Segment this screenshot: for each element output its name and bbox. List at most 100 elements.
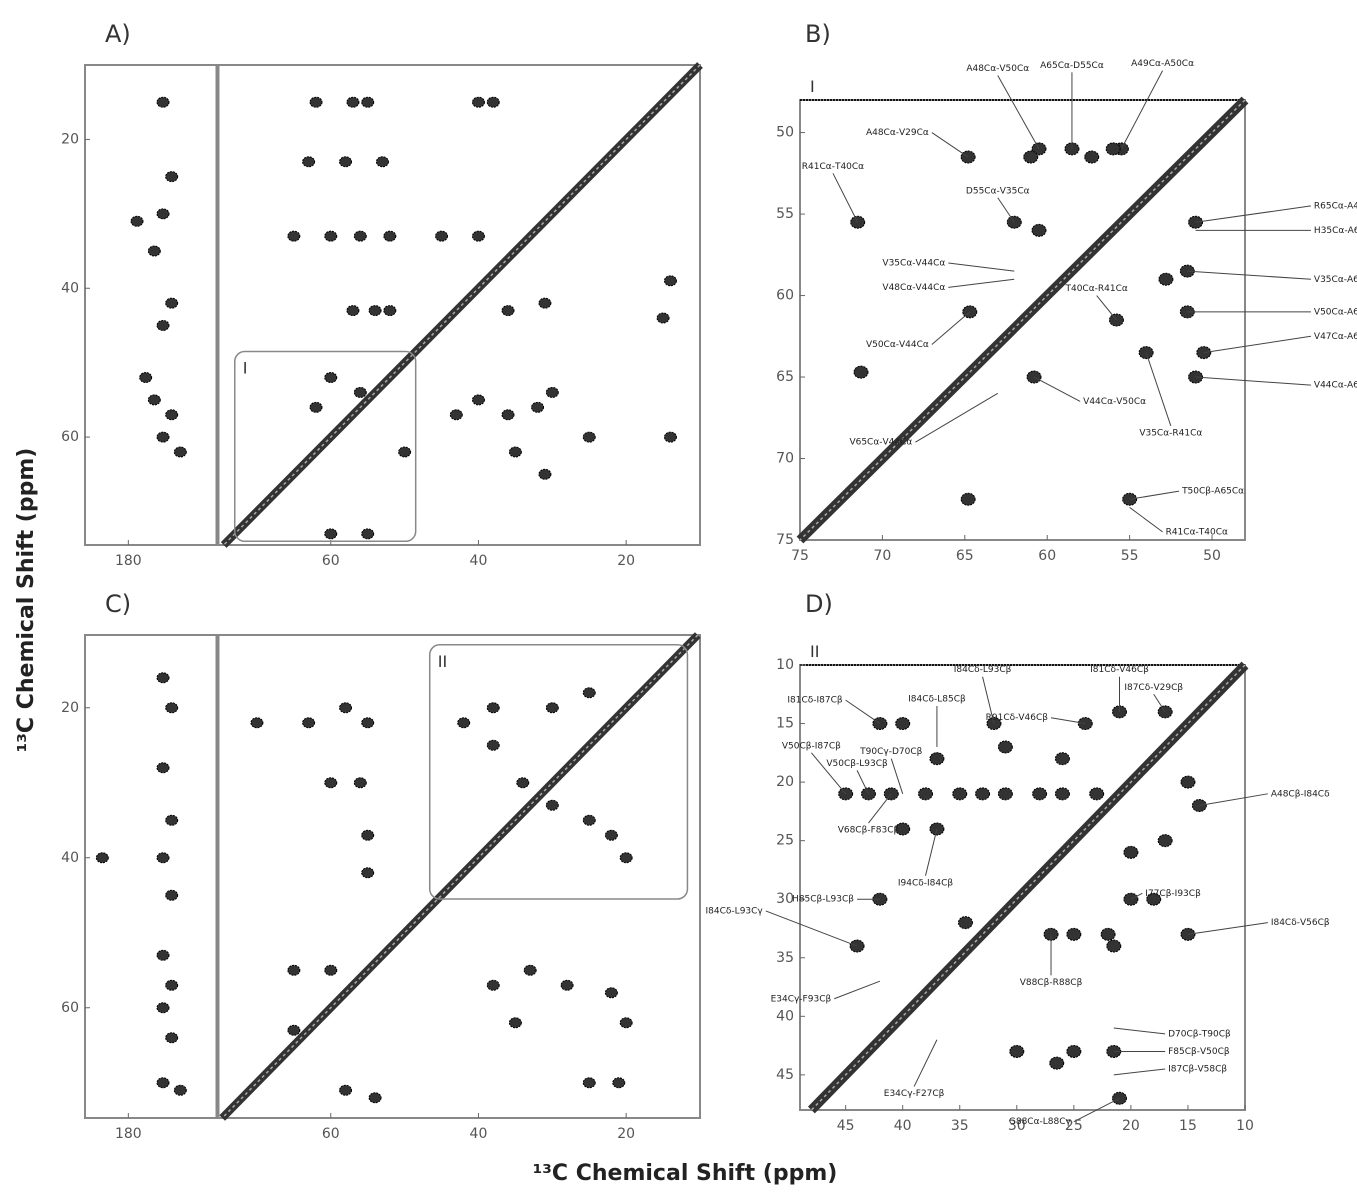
annotation: A48Cα-V50Cα bbox=[966, 64, 1029, 74]
peak bbox=[251, 718, 263, 728]
y-tick-label: 40 bbox=[61, 280, 79, 296]
peak bbox=[362, 529, 374, 539]
peak bbox=[450, 410, 462, 420]
annotation: I77Cβ-I93Cβ bbox=[1145, 889, 1201, 899]
y-tick-label: 15 bbox=[776, 716, 794, 732]
annotation: A48Cβ-I84Cδ bbox=[1271, 789, 1330, 799]
peak bbox=[288, 965, 300, 975]
peak bbox=[1010, 1045, 1024, 1057]
peak bbox=[166, 890, 178, 900]
y-tick-label: 60 bbox=[61, 429, 79, 445]
annotation: V35Cα-A65Cα bbox=[1314, 275, 1357, 285]
annotation: I84Cδ-L93Cγ bbox=[706, 906, 764, 916]
peak bbox=[664, 276, 676, 286]
peak bbox=[157, 320, 169, 330]
peak bbox=[919, 788, 933, 800]
annotation: E34Cγ-F27Cβ bbox=[884, 1089, 945, 1099]
y-tick-label: 50 bbox=[776, 125, 794, 141]
peak bbox=[502, 410, 514, 420]
peak bbox=[1067, 928, 1081, 940]
peak bbox=[362, 830, 374, 840]
peak bbox=[487, 97, 499, 107]
y-tick-label: 75 bbox=[776, 532, 794, 548]
peak bbox=[583, 688, 595, 698]
annotation: G88Cα-L88Cγ bbox=[1009, 1117, 1072, 1127]
x-tick-label: 180 bbox=[115, 553, 142, 569]
annotation: V50Cβ-I87Cβ bbox=[782, 741, 841, 751]
peak bbox=[436, 231, 448, 241]
annotation: I81Cδ-V46Cβ bbox=[1090, 665, 1149, 675]
peak bbox=[1101, 928, 1115, 940]
annotation: H35Cα-A65Cα bbox=[1314, 226, 1357, 236]
peak bbox=[524, 965, 536, 975]
peak bbox=[664, 432, 676, 442]
peak bbox=[546, 387, 558, 397]
figure: ¹³C Chemical Shift (ppm) ¹³C Chemical Sh… bbox=[0, 0, 1357, 1196]
peak bbox=[472, 97, 484, 107]
peak bbox=[583, 432, 595, 442]
peak bbox=[166, 815, 178, 825]
x-tick-label: 60 bbox=[322, 553, 340, 569]
y-tick-label: 55 bbox=[776, 206, 794, 222]
peak bbox=[325, 373, 337, 383]
annotation: I84Cδ-L93Cβ bbox=[954, 665, 1012, 675]
peak bbox=[1158, 835, 1172, 847]
peak bbox=[157, 97, 169, 107]
region-label: II bbox=[438, 652, 447, 671]
annotation: R91Cδ-V46Cβ bbox=[986, 713, 1049, 723]
peak bbox=[369, 306, 381, 316]
annotation: A48Cα-V29Cα bbox=[866, 128, 929, 138]
peak bbox=[1055, 788, 1069, 800]
annotation: R41Cα-T40Cα bbox=[802, 162, 864, 172]
annotation: A65Cα-D55Cα bbox=[1040, 61, 1104, 71]
peak bbox=[362, 97, 374, 107]
x-tick-label: 20 bbox=[617, 553, 635, 569]
annotation: V48Cα-V44Cα bbox=[882, 283, 945, 293]
annotation: F85Cβ-V50Cβ bbox=[1168, 1047, 1230, 1057]
annotation: V65Cα-V44Cα bbox=[849, 438, 912, 448]
x-tick-label: 180 bbox=[115, 1126, 142, 1142]
peak bbox=[1024, 151, 1038, 163]
peak bbox=[166, 980, 178, 990]
peak bbox=[539, 298, 551, 308]
peak bbox=[303, 157, 315, 167]
annotation: R65Cα-A48Cα bbox=[1314, 201, 1357, 211]
peak bbox=[487, 703, 499, 713]
x-tick-label: 55 bbox=[1121, 548, 1139, 564]
region-label: II bbox=[810, 642, 819, 661]
peak bbox=[310, 97, 322, 107]
annotation-leader bbox=[1199, 794, 1267, 806]
peak bbox=[369, 1093, 381, 1103]
peak bbox=[1181, 776, 1195, 788]
peak bbox=[1106, 143, 1120, 155]
peak bbox=[157, 853, 169, 863]
peak bbox=[1159, 273, 1173, 285]
annotation: D70Cβ-T90Cβ bbox=[1168, 1029, 1231, 1039]
peak bbox=[325, 778, 337, 788]
x-axis-label: ¹³C Chemical Shift (ppm) bbox=[533, 1161, 838, 1186]
peak bbox=[896, 718, 910, 730]
peak bbox=[325, 231, 337, 241]
x-tick-label: 40 bbox=[894, 1118, 912, 1134]
annotation-leader bbox=[1196, 206, 1311, 222]
peak bbox=[354, 387, 366, 397]
peak bbox=[458, 718, 470, 728]
x-tick-label: 40 bbox=[470, 553, 488, 569]
peak bbox=[583, 815, 595, 825]
peak bbox=[399, 447, 411, 457]
peak bbox=[347, 97, 359, 107]
x-tick-label: 20 bbox=[617, 1126, 635, 1142]
annotation: V47Cα-A65Cα bbox=[1314, 332, 1357, 342]
peak bbox=[1032, 224, 1046, 236]
peak bbox=[140, 373, 152, 383]
x-tick-label: 10 bbox=[1236, 1118, 1254, 1134]
annotation-leader bbox=[1187, 271, 1311, 279]
annotation: T50Cβ-A65Cα bbox=[1181, 487, 1244, 497]
annotation-leader bbox=[1097, 296, 1117, 320]
annotation-leader bbox=[1204, 336, 1311, 352]
x-tick-label: 60 bbox=[1038, 548, 1056, 564]
peak bbox=[376, 157, 388, 167]
annotation: V35Cα-V44Cα bbox=[882, 258, 945, 268]
x-tick-label: 70 bbox=[873, 548, 891, 564]
peak bbox=[325, 965, 337, 975]
